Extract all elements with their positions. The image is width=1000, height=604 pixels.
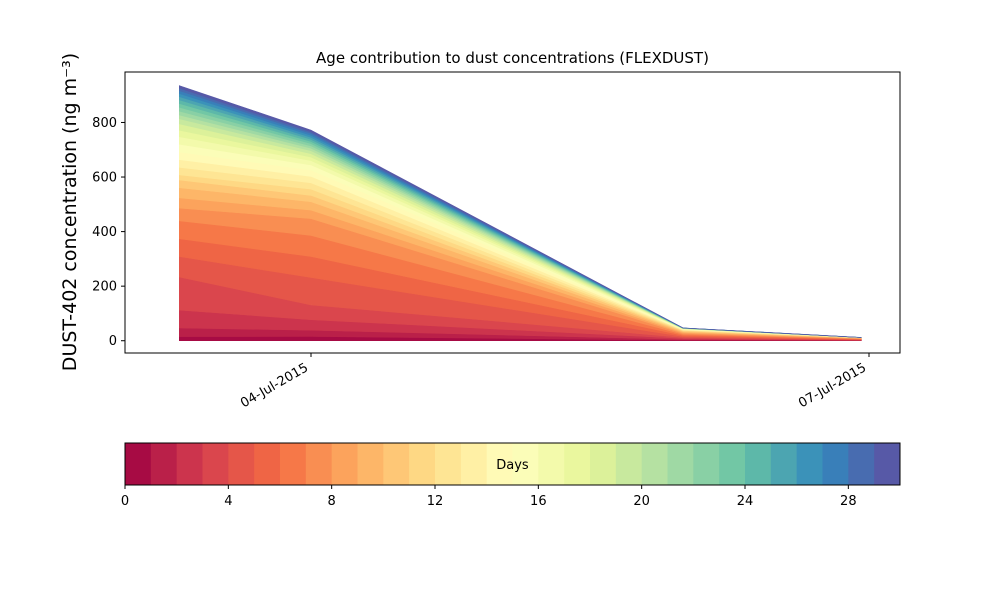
- x-axis: 04-Jul-2015 07-Jul-2015: [238, 353, 870, 411]
- colorbar-tick-label: 4: [224, 494, 232, 509]
- colorbar-swatch-1: [150, 443, 178, 485]
- colorbar-swatch-14: [486, 443, 513, 485]
- colorbar-swatch-12: [435, 443, 462, 485]
- colorbar-frame: [124, 442, 901, 486]
- colorbar-swatch-17: [564, 443, 591, 485]
- y-axis: 0 200 400 600 800: [92, 116, 125, 349]
- colorbar-swatch-11: [409, 443, 436, 485]
- colorbar-swatch-18: [590, 443, 617, 485]
- area-band-day-29: [179, 85, 862, 338]
- colorbar-tick-label: 16: [530, 494, 547, 509]
- colorbar-swatch-23: [719, 443, 746, 485]
- colorbar-swatch-25: [770, 443, 798, 485]
- colorbar-swatch-8: [331, 443, 358, 485]
- stacked-areas: [179, 85, 862, 341]
- colorbar-swatch-26: [796, 443, 823, 485]
- y-axis-label: DUST-402 concentration (ng m⁻³): [59, 53, 81, 371]
- colorbar-label: Days: [496, 458, 529, 473]
- colorbar-tick-label: 24: [737, 494, 754, 509]
- plot-frame: [124, 71, 901, 354]
- colorbar-swatch-2: [176, 443, 203, 485]
- colorbar-swatch-4: [228, 443, 255, 485]
- colorbar-swatch-15: [512, 443, 539, 485]
- colorbar-swatch-22: [693, 443, 720, 485]
- colorbar-tick-label: 8: [328, 494, 336, 509]
- colorbar-swatch-16: [538, 443, 565, 485]
- colorbar-swatch-27: [822, 443, 849, 485]
- y-tick-label: 800: [92, 116, 117, 131]
- x-tick-label: 07-Jul-2015: [796, 360, 869, 411]
- colorbar-tick-label: 12: [427, 494, 444, 509]
- colorbar-swatch-29: [874, 443, 901, 485]
- colorbar-swatch-0: [125, 443, 152, 485]
- colorbar-swatch-7: [305, 443, 333, 485]
- x-tick-label: 04-Jul-2015: [238, 360, 311, 411]
- y-tick-label: 600: [92, 171, 117, 186]
- colorbar-swatch-19: [615, 443, 643, 485]
- colorbar-swatch-3: [202, 443, 229, 485]
- colorbar-tick-label: 0: [121, 494, 129, 509]
- y-tick-label: 400: [92, 225, 117, 240]
- colorbar-swatch-5: [254, 443, 281, 485]
- colorbar-swatch-10: [383, 443, 410, 485]
- y-tick-label: 0: [109, 334, 117, 349]
- colorbar: 0 4 8 12 16 20 24 28: [121, 442, 901, 509]
- colorbar-swatch-9: [357, 443, 384, 485]
- colorbar-swatch-6: [280, 443, 307, 485]
- chart-title: Age contribution to dust concentrations …: [316, 49, 709, 67]
- colorbar-swatch-28: [848, 443, 875, 485]
- colorbar-swatch-24: [745, 443, 772, 485]
- colorbar-swatch-13: [460, 443, 488, 485]
- colorbar-swatch-20: [641, 443, 668, 485]
- colorbar-swatch-21: [667, 443, 694, 485]
- y-tick-label: 200: [92, 280, 117, 295]
- colorbar-tick-label: 28: [840, 494, 857, 509]
- colorbar-tick-label: 20: [633, 494, 650, 509]
